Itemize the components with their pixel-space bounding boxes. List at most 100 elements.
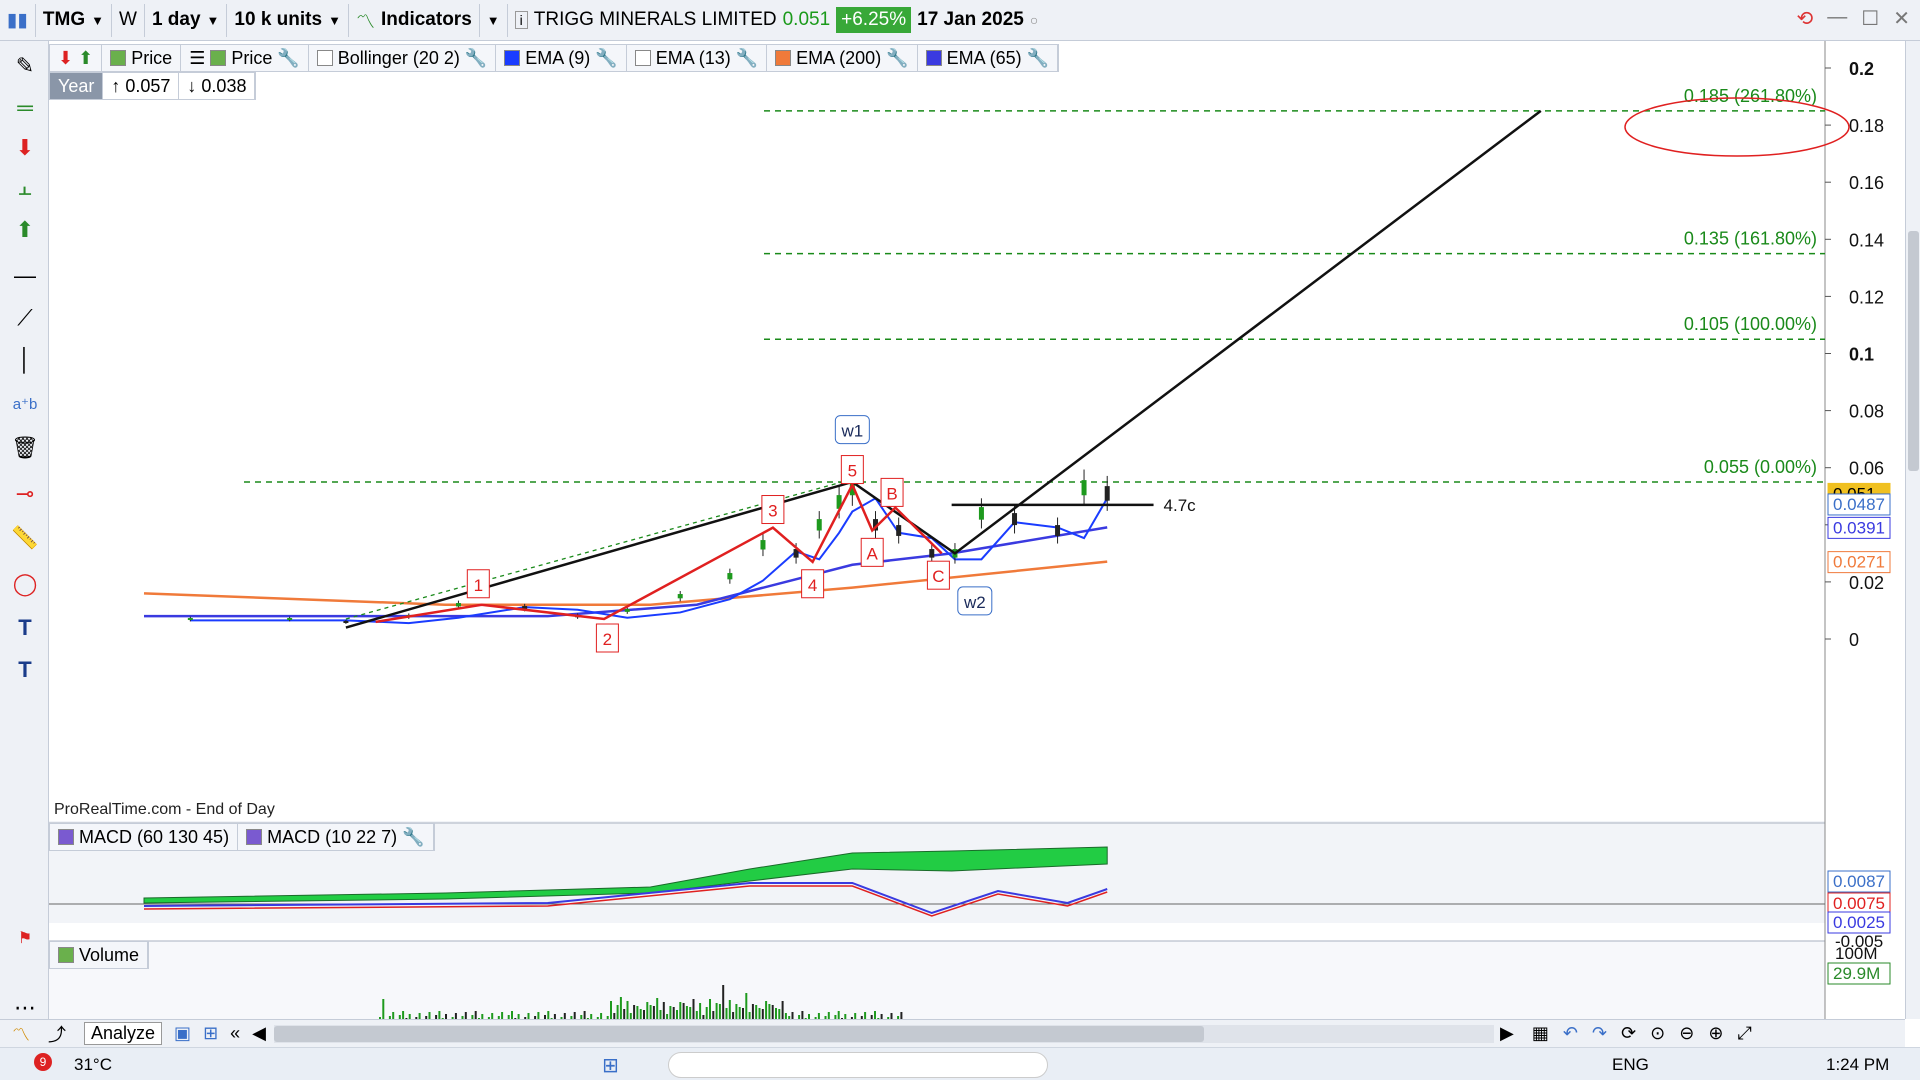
- legend-ema9[interactable]: EMA (9) 🔧: [496, 45, 627, 71]
- zoom-fit-icon[interactable]: ⊙: [1650, 1023, 1666, 1043]
- period-label[interactable]: Year: [50, 73, 104, 99]
- taskbar-search-box[interactable]: [668, 1052, 1048, 1078]
- legend-ema9-label: EMA (9): [525, 47, 591, 68]
- volume-bar: [553, 1014, 556, 1023]
- ellipse-icon[interactable]: ◯: [12, 571, 38, 596]
- legend-price2[interactable]: ☰ Price 🔧: [181, 45, 309, 71]
- wrench-icon[interactable]: 🔧: [277, 47, 300, 68]
- ruler-icon[interactable]: 📏: [11, 525, 39, 550]
- wave-label: C: [932, 567, 944, 586]
- language-indicator[interactable]: ENG: [1612, 1055, 1649, 1074]
- wrench-icon[interactable]: 🔧: [464, 47, 488, 68]
- y-tick-label: 0.14: [1849, 230, 1884, 250]
- calendar-icon[interactable]: ▦: [1531, 1023, 1549, 1043]
- volume-bar: [659, 1010, 662, 1023]
- indicators-dropdown[interactable]: ▼: [480, 3, 508, 37]
- fib-level-label: 0.105 (100.00%): [1684, 314, 1817, 334]
- up-arrow-icon: ⬆: [78, 47, 94, 68]
- volume-bar: [699, 1003, 702, 1023]
- scroll-right-icon[interactable]: ▶: [1500, 1023, 1514, 1043]
- scroll-left-icon[interactable]: ◀: [252, 1023, 267, 1043]
- legend-price[interactable]: Price: [102, 45, 182, 71]
- horizontal-line-icon[interactable]: ═: [17, 95, 33, 120]
- legend-price-down[interactable]: ⬇ ⬆: [50, 45, 103, 71]
- wrench-icon[interactable]: 🔧: [886, 47, 909, 68]
- minimize-icon[interactable]: —: [1827, 6, 1848, 28]
- trash-icon[interactable]: 🗑: [11, 435, 39, 460]
- legend-bollinger[interactable]: Bollinger (20 2) 🔧: [309, 45, 497, 71]
- volume-bar: [771, 1005, 774, 1023]
- volume-bar: [527, 1013, 530, 1023]
- analyze-button[interactable]: Analyze: [84, 1022, 163, 1045]
- chart-area[interactable]: 0.20.180.160.140.120.10.080.060.040.020A…: [49, 41, 1905, 1050]
- top-toolbar: ▮▮ TMG ▼ W 1 day ▼ 10 k units ▼ 〽 Indica…: [0, 0, 1920, 41]
- scroll-thumb[interactable]: [1908, 231, 1919, 471]
- wrench-icon[interactable]: 🔧: [1026, 47, 1050, 68]
- horizontal-scrollbar[interactable]: [274, 1024, 1495, 1043]
- line-tool-icon[interactable]: ―: [14, 263, 36, 288]
- text-bold-icon[interactable]: T: [18, 615, 32, 640]
- vertical-line-icon[interactable]: │: [18, 347, 32, 372]
- interval-selector[interactable]: 1 day ▼: [145, 3, 228, 37]
- y-tick-label: 0.18: [1849, 116, 1884, 136]
- chart-type-icon[interactable]: ▮▮: [0, 3, 36, 37]
- pencil-icon[interactable]: ✎: [15, 53, 35, 78]
- close-icon[interactable]: ✕: [1893, 8, 1910, 30]
- zoom-out-icon[interactable]: ⊖: [1679, 1023, 1695, 1043]
- segment-icon[interactable]: ⟋: [17, 305, 33, 330]
- legend-macd1[interactable]: MACD (60 130 45): [50, 824, 239, 850]
- candle-body: [287, 618, 293, 621]
- redo-icon[interactable]: ↷: [1591, 1023, 1608, 1043]
- windows-start-icon[interactable]: ⊞: [602, 1055, 619, 1077]
- wrench-icon[interactable]: 🔧: [402, 826, 425, 847]
- info-icon[interactable]: i: [514, 11, 528, 29]
- autoscale-icon[interactable]: ⤢: [1737, 1023, 1752, 1043]
- alerts-icon[interactable]: ⚑: [17, 930, 33, 947]
- share-icon[interactable]: ⤴: [48, 1024, 66, 1045]
- fibonacci-icon[interactable]: ⫠: [18, 175, 32, 200]
- sell-arrow-icon[interactable]: ⬇: [15, 135, 35, 160]
- zoom-in-icon[interactable]: ⊕: [1708, 1023, 1724, 1043]
- volume-bar: [676, 1010, 678, 1023]
- y-tick-label: 0.2: [1849, 59, 1874, 79]
- vertical-scrollbar[interactable]: [1905, 41, 1920, 1019]
- price-tag: 0.0391: [1833, 518, 1885, 537]
- wrench-icon[interactable]: 🔧: [595, 47, 618, 68]
- volume-bar: [735, 1004, 738, 1023]
- weather-temp[interactable]: 31°C: [74, 1055, 112, 1074]
- volume-bar: [784, 1013, 787, 1023]
- volume-bar: [725, 1008, 728, 1023]
- legend-ema200[interactable]: EMA (200) 🔧: [767, 45, 918, 71]
- collapse-icon[interactable]: «: [230, 1023, 241, 1043]
- wave-label-icon[interactable]: a⁺b: [12, 396, 38, 413]
- legend-ema65-label: EMA (65): [946, 47, 1022, 68]
- indicators-button[interactable]: 〽 Indicators: [349, 3, 480, 37]
- candle-body: [760, 540, 766, 550]
- wrench-icon[interactable]: 🔧: [735, 47, 759, 68]
- layout-icon[interactable]: ⊞: [203, 1023, 219, 1043]
- sync-icon[interactable]: ⟲: [1796, 8, 1814, 30]
- w-button[interactable]: W: [112, 3, 145, 37]
- legend-ema65[interactable]: EMA (65) 🔧: [918, 45, 1059, 71]
- volume-bar: [623, 1009, 626, 1023]
- legend-ema13[interactable]: EMA (13) 🔧: [627, 45, 768, 71]
- volume-bar: [445, 1014, 447, 1023]
- h-scroll-thumb[interactable]: [274, 1025, 1205, 1042]
- buy-arrow-icon[interactable]: ⬆: [15, 217, 35, 242]
- volume-bar: [874, 1011, 876, 1023]
- ticker-selector[interactable]: TMG ▼: [36, 3, 113, 37]
- screens-icon[interactable]: ▣: [174, 1023, 192, 1043]
- more-icon[interactable]: ⋯: [14, 995, 36, 1020]
- text-icon[interactable]: T: [18, 657, 32, 682]
- legend-macd2[interactable]: MACD (10 22 7) 🔧: [238, 824, 434, 850]
- volume-bar: [481, 1014, 484, 1023]
- reset-zoom-icon[interactable]: ⟳: [1621, 1023, 1637, 1043]
- wave-label: 3: [768, 502, 777, 521]
- legend-volume[interactable]: Volume: [50, 942, 149, 968]
- legend-ema200-label: EMA (200): [796, 47, 882, 68]
- ray-icon[interactable]: ⊸: [15, 481, 35, 506]
- clock-time[interactable]: 1:24 PM: [1826, 1055, 1890, 1074]
- maximize-icon[interactable]: ☐: [1861, 8, 1880, 30]
- units-selector[interactable]: 10 k units ▼: [227, 3, 349, 37]
- undo-icon[interactable]: ↶: [1562, 1023, 1578, 1043]
